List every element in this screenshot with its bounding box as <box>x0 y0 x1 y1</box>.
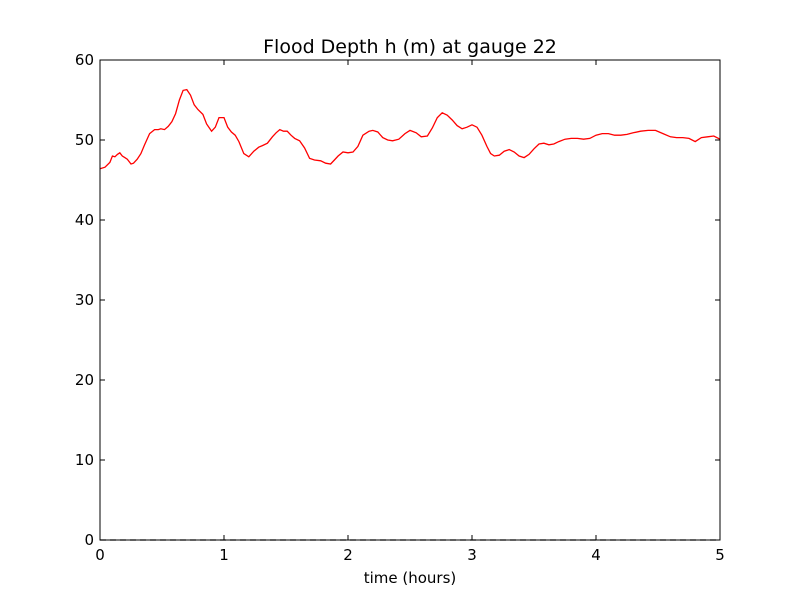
y-tick-label: 50 <box>75 131 94 149</box>
x-tick-label: 5 <box>715 546 725 564</box>
y-tick-label: 30 <box>75 291 94 309</box>
plot-area <box>100 60 720 540</box>
x-axis-label: time (hours) <box>364 569 457 587</box>
x-tick-label: 1 <box>219 546 229 564</box>
x-tick-label: 4 <box>591 546 601 564</box>
x-tick-label: 0 <box>95 546 105 564</box>
y-tick-label: 60 <box>75 51 94 69</box>
chart-title: Flood Depth h (m) at gauge 22 <box>263 36 557 58</box>
x-tick-label: 3 <box>467 546 477 564</box>
y-tick-label: 10 <box>75 451 94 469</box>
y-tick-label: 20 <box>75 371 94 389</box>
x-tick-label: 2 <box>343 546 353 564</box>
y-tick-label: 0 <box>84 531 94 549</box>
y-tick-label: 40 <box>75 211 94 229</box>
series-line-0 <box>99 88 721 170</box>
